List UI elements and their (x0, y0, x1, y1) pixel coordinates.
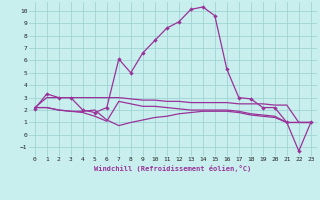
X-axis label: Windchill (Refroidissement éolien,°C): Windchill (Refroidissement éolien,°C) (94, 165, 252, 172)
